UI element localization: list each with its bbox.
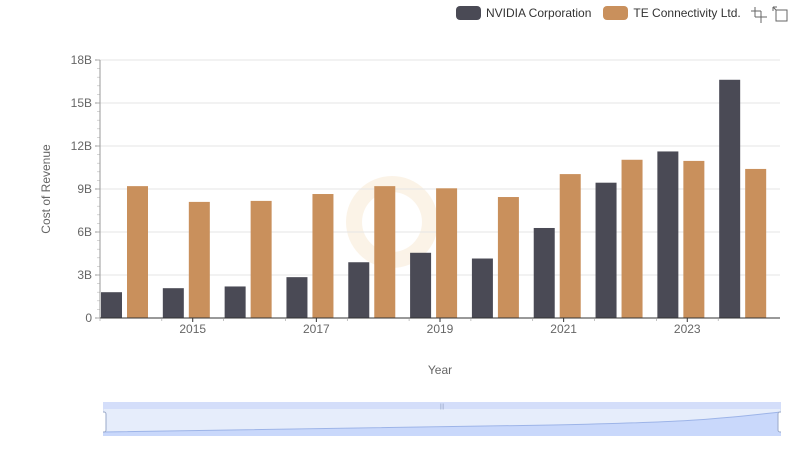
- zoom-reset-icon[interactable]: [772, 6, 790, 24]
- x-tick-label: 2019: [427, 322, 454, 336]
- toolbox: [746, 6, 790, 24]
- bar-nvidia-2024[interactable]: [719, 79, 741, 318]
- x-axis: 2015 2017 2019 2021 2023: [99, 317, 780, 336]
- x-tick-label: 2015: [179, 322, 206, 336]
- legend: NVIDIA Corporation TE Connectivity Ltd.: [456, 4, 753, 22]
- y-tick-label: 6B: [77, 225, 92, 239]
- bar-nvidia-2019[interactable]: [410, 252, 432, 318]
- x-tick-label: 2023: [674, 322, 701, 336]
- bar-te-2014[interactable]: [127, 186, 148, 318]
- x-tick-label: 2017: [303, 322, 330, 336]
- y-tick-label: 15B: [71, 96, 92, 110]
- legend-swatch-nvidia: [456, 6, 481, 20]
- bar-te-2022[interactable]: [621, 159, 643, 318]
- y-tick-label: 12B: [71, 139, 92, 153]
- bar-te-2018[interactable]: [374, 186, 396, 318]
- y-tick-label: 9B: [77, 182, 92, 196]
- bar-nvidia-2023[interactable]: [657, 151, 679, 318]
- y-tick-label: 3B: [77, 268, 92, 282]
- bar-nvidia-2022[interactable]: [595, 182, 617, 318]
- bar-nvidia-2021[interactable]: [533, 227, 555, 318]
- legend-label-nvidia: NVIDIA Corporation: [486, 6, 592, 20]
- legend-label-te: TE Connectivity Ltd.: [633, 6, 741, 20]
- y-axis: 0 3B 6B 9B 12B 15B 18B: [71, 53, 101, 325]
- x-tick-label: 2021: [550, 322, 577, 336]
- bar-nvidia-2020[interactable]: [471, 258, 493, 318]
- legend-item-te[interactable]: TE Connectivity Ltd.: [603, 6, 741, 20]
- bar-nvidia-2017[interactable]: [286, 277, 308, 318]
- bar-te-2017[interactable]: [312, 194, 334, 318]
- y-tick-label: 0: [85, 311, 92, 325]
- zoom-grip[interactable]: |||: [440, 404, 445, 410]
- zoom-preview-line: [103, 411, 781, 433]
- zoom-handle-right[interactable]: [777, 411, 781, 433]
- zoom-top-bar[interactable]: [103, 402, 781, 409]
- bar-te-2020[interactable]: [497, 197, 519, 318]
- bar-nvidia-2015[interactable]: [162, 288, 184, 318]
- zoom-preview-area: [103, 412, 781, 436]
- bar-te-2023[interactable]: [683, 160, 705, 318]
- bar-te-2016[interactable]: [250, 200, 272, 318]
- bar-te-2021[interactable]: [559, 174, 581, 318]
- y-tick-label: 18B: [71, 53, 92, 67]
- y-axis-label: Cost of Revenue: [39, 144, 53, 234]
- legend-swatch-te: [603, 6, 629, 20]
- bar-nvidia-2014[interactable]: [101, 292, 122, 318]
- x-axis-label: Year: [428, 363, 452, 377]
- bar-nvidia-2016[interactable]: [224, 286, 246, 318]
- bar-nvidia-2018[interactable]: [348, 262, 370, 318]
- legend-item-nvidia[interactable]: NVIDIA Corporation: [456, 6, 591, 20]
- bar-te-2015[interactable]: [188, 201, 210, 318]
- zoom-handle-left[interactable]: [103, 411, 107, 433]
- bar-te-2019[interactable]: [436, 188, 458, 318]
- data-zoom-slider[interactable]: |||: [103, 402, 781, 436]
- bar-te-2024[interactable]: [745, 168, 767, 318]
- zoom-icon[interactable]: [750, 6, 768, 24]
- bars: [101, 79, 767, 318]
